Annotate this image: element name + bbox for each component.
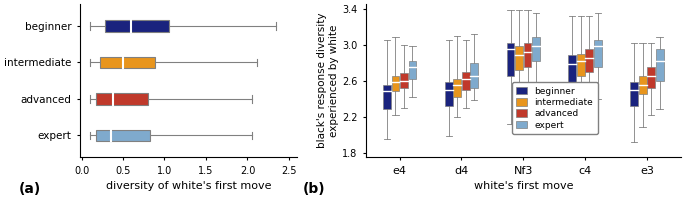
Bar (445, 82, 453, 106)
X-axis label: white's first move: white's first move (473, 181, 573, 191)
Y-axis label: black's response diversity
experienced by white: black's response diversity experienced b… (317, 13, 339, 148)
Bar (594, 40, 601, 67)
Text: (b): (b) (303, 182, 325, 196)
Text: (a): (a) (19, 182, 41, 196)
Bar (100, 57, 155, 68)
Bar (586, 49, 593, 72)
Bar (569, 55, 576, 82)
Legend: beginner, intermediate, advanced, expert: beginner, intermediate, advanced, expert (512, 82, 598, 134)
Bar (507, 43, 514, 76)
Bar (97, 130, 149, 141)
Bar (647, 67, 655, 88)
Bar (383, 85, 391, 109)
Bar (392, 76, 399, 91)
Bar (462, 72, 470, 90)
Bar (638, 76, 647, 94)
X-axis label: diversity of white's first move: diversity of white's first move (105, 181, 271, 191)
Bar (577, 54, 585, 76)
Bar (97, 93, 148, 105)
Bar (515, 46, 523, 70)
Bar (523, 43, 532, 67)
Bar (105, 20, 169, 32)
Bar (532, 37, 540, 61)
Bar (453, 79, 461, 97)
Bar (408, 61, 416, 79)
Bar (400, 73, 408, 88)
Bar (656, 49, 664, 81)
Bar (630, 82, 638, 106)
Bar (471, 63, 478, 88)
